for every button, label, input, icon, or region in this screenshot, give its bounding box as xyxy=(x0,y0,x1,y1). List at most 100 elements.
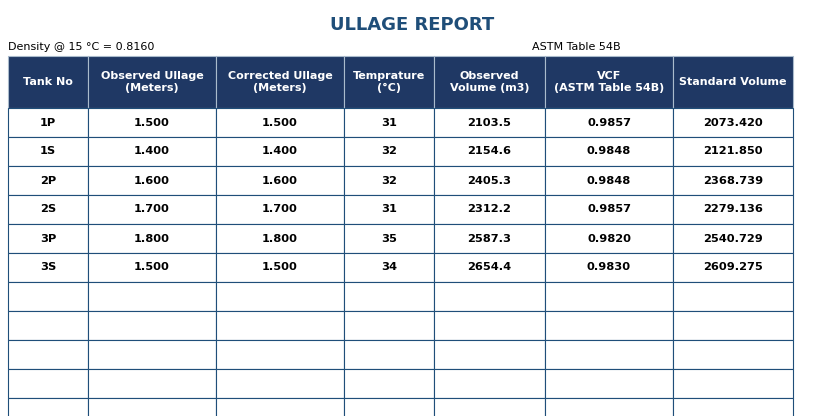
Bar xyxy=(434,56,545,108)
Bar xyxy=(344,56,434,108)
Bar xyxy=(545,340,673,369)
Bar xyxy=(216,56,344,108)
Text: Observed Ullage
(Meters): Observed Ullage (Meters) xyxy=(101,71,204,93)
Bar xyxy=(434,311,545,340)
Bar xyxy=(344,311,434,340)
Text: 0.9848: 0.9848 xyxy=(587,146,631,156)
Text: 2312.2: 2312.2 xyxy=(468,205,512,215)
Bar xyxy=(545,56,673,108)
Bar xyxy=(344,340,434,369)
Bar xyxy=(8,137,88,166)
Text: ASTM Table 54B: ASTM Table 54B xyxy=(532,42,620,52)
Bar xyxy=(88,224,216,253)
Bar xyxy=(545,369,673,398)
Bar xyxy=(434,340,545,369)
Text: 2405.3: 2405.3 xyxy=(468,176,512,186)
Text: 1.800: 1.800 xyxy=(134,233,170,243)
Bar xyxy=(434,224,545,253)
Bar xyxy=(344,166,434,195)
Text: VCF
(ASTM Table 54B): VCF (ASTM Table 54B) xyxy=(554,71,664,93)
Bar xyxy=(434,398,545,416)
Text: 1.800: 1.800 xyxy=(262,233,298,243)
Bar xyxy=(88,311,216,340)
Bar xyxy=(8,195,88,224)
Bar xyxy=(216,253,344,282)
Bar xyxy=(434,137,545,166)
Text: 2279.136: 2279.136 xyxy=(703,205,763,215)
Bar xyxy=(88,253,216,282)
Text: 1.500: 1.500 xyxy=(262,262,298,272)
Bar xyxy=(673,398,793,416)
Text: 2121.850: 2121.850 xyxy=(703,146,763,156)
Bar xyxy=(8,398,88,416)
Bar xyxy=(88,398,216,416)
Bar xyxy=(8,56,88,108)
Text: 2154.6: 2154.6 xyxy=(468,146,512,156)
Text: 2654.4: 2654.4 xyxy=(468,262,512,272)
Bar xyxy=(434,369,545,398)
Text: 1.600: 1.600 xyxy=(134,176,170,186)
Text: 2073.420: 2073.420 xyxy=(703,117,763,127)
Bar xyxy=(673,224,793,253)
Text: 34: 34 xyxy=(381,262,397,272)
Bar xyxy=(673,195,793,224)
Text: Standard Volume: Standard Volume xyxy=(679,77,787,87)
Bar xyxy=(216,282,344,311)
Text: 2540.729: 2540.729 xyxy=(703,233,763,243)
Bar xyxy=(673,311,793,340)
Bar xyxy=(88,340,216,369)
Bar xyxy=(545,282,673,311)
Bar xyxy=(545,195,673,224)
Text: Temprature
(°C): Temprature (°C) xyxy=(353,71,425,93)
Bar xyxy=(545,166,673,195)
Bar xyxy=(344,369,434,398)
Text: Corrected Ullage
(Meters): Corrected Ullage (Meters) xyxy=(228,71,332,93)
Text: 2609.275: 2609.275 xyxy=(703,262,763,272)
Bar xyxy=(88,56,216,108)
Bar xyxy=(673,108,793,137)
Bar xyxy=(344,253,434,282)
Bar xyxy=(344,282,434,311)
Bar xyxy=(8,311,88,340)
Text: 0.9857: 0.9857 xyxy=(587,117,631,127)
Bar xyxy=(216,340,344,369)
Bar xyxy=(216,369,344,398)
Text: 1.600: 1.600 xyxy=(262,176,298,186)
Text: 1.400: 1.400 xyxy=(262,146,298,156)
Bar xyxy=(88,108,216,137)
Bar xyxy=(344,137,434,166)
Bar xyxy=(216,195,344,224)
Text: 0.9857: 0.9857 xyxy=(587,205,631,215)
Text: 1.500: 1.500 xyxy=(134,117,170,127)
Bar xyxy=(216,108,344,137)
Text: 2S: 2S xyxy=(40,205,56,215)
Bar xyxy=(545,311,673,340)
Text: Observed
Volume (m3): Observed Volume (m3) xyxy=(450,71,530,93)
Text: 1.400: 1.400 xyxy=(134,146,170,156)
Text: 1.500: 1.500 xyxy=(262,117,298,127)
Bar xyxy=(88,369,216,398)
Bar xyxy=(8,340,88,369)
Bar xyxy=(673,166,793,195)
Text: 2368.739: 2368.739 xyxy=(703,176,763,186)
Text: 1S: 1S xyxy=(40,146,56,156)
Bar xyxy=(673,56,793,108)
Text: 32: 32 xyxy=(381,176,397,186)
Bar xyxy=(344,224,434,253)
Text: 2P: 2P xyxy=(40,176,56,186)
Bar xyxy=(8,253,88,282)
Bar xyxy=(673,253,793,282)
Bar xyxy=(8,282,88,311)
Text: 0.9830: 0.9830 xyxy=(587,262,631,272)
Bar xyxy=(545,224,673,253)
Text: 2103.5: 2103.5 xyxy=(468,117,512,127)
Bar xyxy=(434,166,545,195)
Text: 31: 31 xyxy=(381,117,397,127)
Bar xyxy=(8,224,88,253)
Text: 3S: 3S xyxy=(40,262,56,272)
Text: 0.9820: 0.9820 xyxy=(587,233,631,243)
Text: 1.700: 1.700 xyxy=(134,205,170,215)
Bar xyxy=(344,398,434,416)
Bar xyxy=(216,311,344,340)
Text: 1.700: 1.700 xyxy=(262,205,298,215)
